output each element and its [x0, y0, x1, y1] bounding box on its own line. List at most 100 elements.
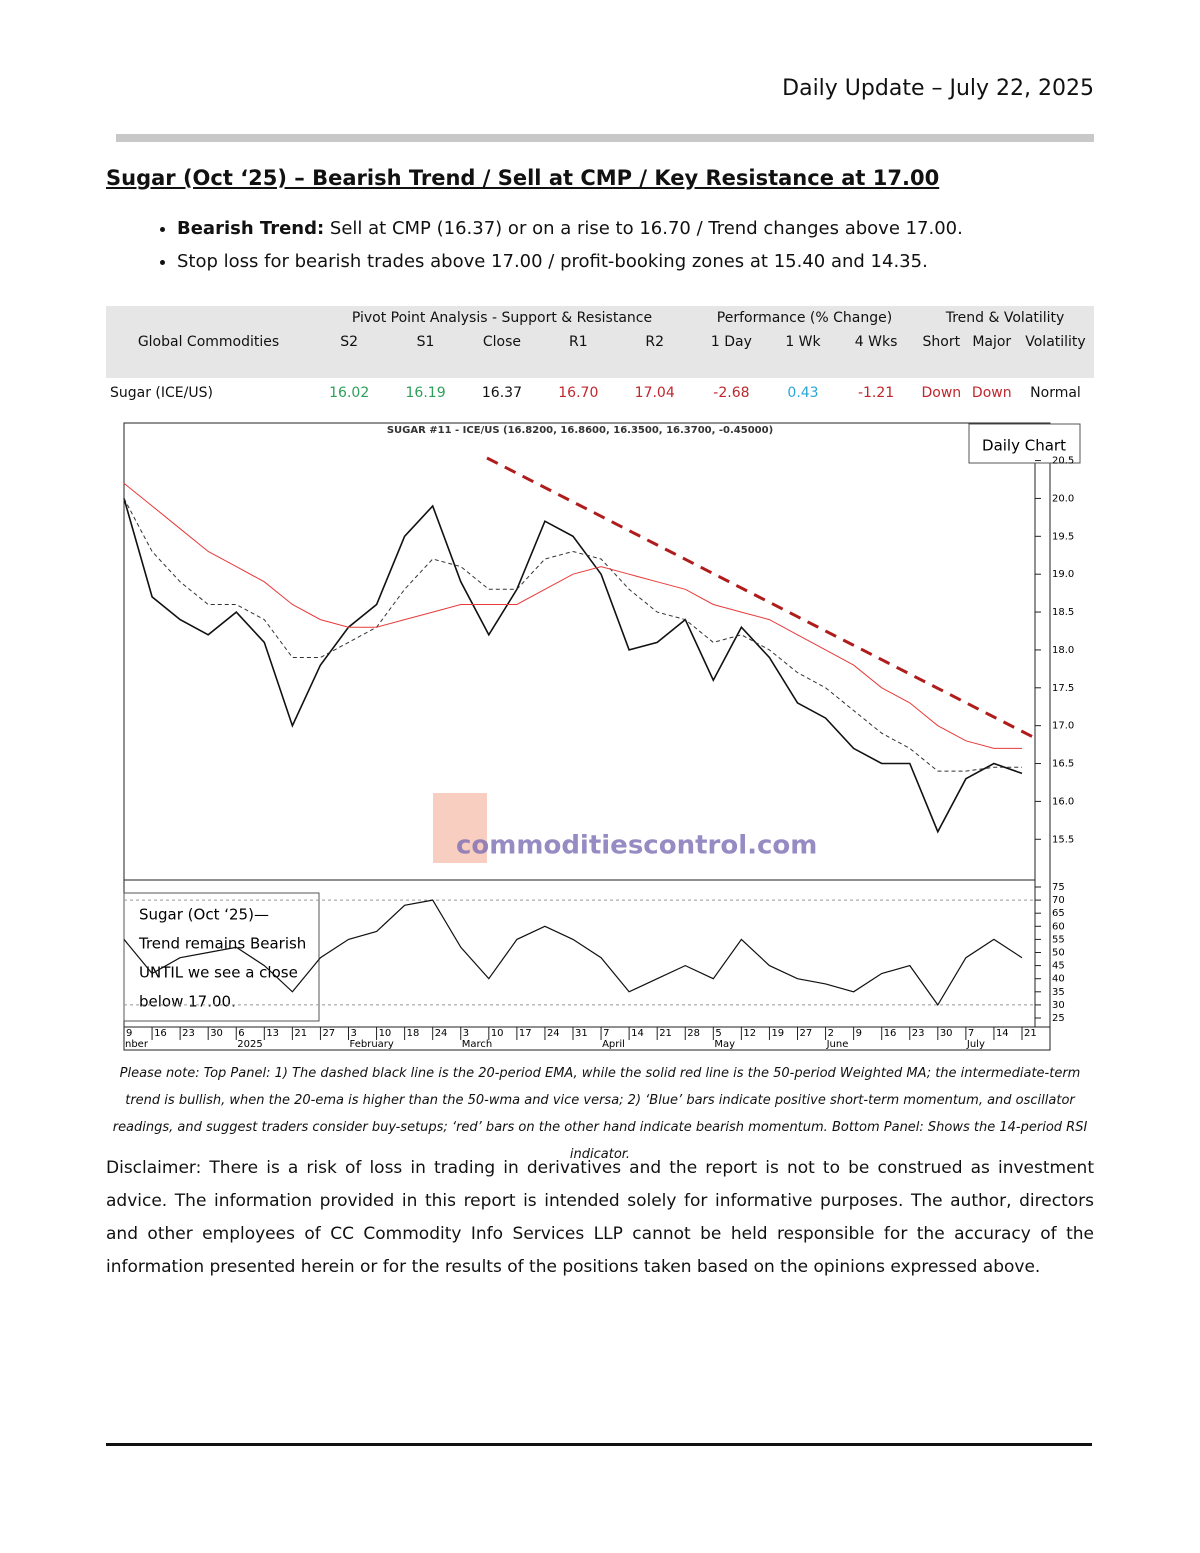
rsi-note: below 17.00. — [139, 993, 236, 1011]
x-tick-label: 3 — [463, 1028, 469, 1039]
y-tick-label: 19.5 — [1052, 531, 1074, 542]
bullet-bold: Bearish Trend: — [177, 218, 325, 239]
annotation-box — [968, 423, 1081, 464]
column-header: Global Commodities — [106, 330, 311, 354]
cell: 16.19 — [405, 385, 446, 401]
column-header: R2 — [616, 330, 693, 354]
chart-note: Please note: Top Panel: 1) The dashed bl… — [112, 1066, 1088, 1162]
group-row: Pivot Point Analysis - Support & Resista… — [106, 306, 1094, 330]
x-tick-label: 5 — [715, 1028, 721, 1039]
bullet-text: Sell at CMP (16.37) or on a rise to 16.7… — [324, 218, 963, 239]
rsi-note: Trend remains Bearish — [138, 935, 306, 953]
x-tick-label: 27 — [800, 1028, 813, 1039]
column-header: S2 — [311, 330, 388, 354]
series-line — [123, 498, 1023, 834]
x-tick-label: 9 — [126, 1028, 132, 1039]
trendline — [486, 456, 1036, 740]
x-tick-label: 7 — [968, 1028, 974, 1039]
x-tick-label: 2 — [828, 1028, 834, 1039]
cell: 17.04 — [634, 385, 675, 401]
x-tick-label: 24 — [547, 1028, 560, 1039]
header-date: Daily Update – July 22, 2025 — [782, 76, 1094, 101]
x-tick-label: 9 — [856, 1028, 862, 1039]
column-header: Close — [463, 330, 541, 354]
y-tick-label: 40 — [1052, 974, 1065, 985]
y-tick-label: 19.0 — [1052, 569, 1074, 580]
header-row: Global Commodities S2 S1 Close R1 R2 1 Day 1 Wk… — [106, 330, 1094, 354]
x-tick-label: 23 — [182, 1028, 195, 1039]
month-label: nber — [125, 1039, 149, 1050]
spacer-row — [106, 354, 1094, 378]
title: Sugar (Oct ‘25) – Bearish Trend / Sell a… — [106, 166, 940, 190]
group-header: Pivot Point Analysis - Support & Resista… — [311, 306, 693, 330]
separator — [116, 134, 1094, 142]
x-tick-label: 16 — [884, 1028, 897, 1039]
bullet-text: Stop loss for bearish trades above 17.00… — [177, 251, 928, 272]
x-tick-label: 27 — [322, 1028, 335, 1039]
column-header: S1 — [387, 330, 464, 354]
x-tick-label: 18 — [407, 1028, 420, 1039]
month-label: April — [602, 1039, 625, 1050]
x-tick-label: 28 — [687, 1028, 700, 1039]
y-tick-label: 45 — [1052, 961, 1065, 972]
pivot-table: Pivot Point Analysis - Support & Resista… — [106, 306, 1094, 408]
month-label: 2025 — [237, 1039, 262, 1050]
y-tick-label: 30 — [1052, 1000, 1065, 1011]
chart-title: SUGAR #11 - ICE/US (16.8200, 16.8600, 16… — [387, 425, 773, 436]
month-label: March — [462, 1039, 492, 1050]
x-tick-label: 30 — [940, 1028, 953, 1039]
y-tick-label: 60 — [1052, 921, 1065, 932]
column-header: 4 Wks — [836, 330, 917, 354]
group-header: Performance (% Change) — [692, 306, 917, 330]
x-tick-label: 21 — [294, 1028, 307, 1039]
group-header — [106, 306, 311, 330]
x-tick-label: 7 — [603, 1028, 609, 1039]
column-header: 1 Day — [692, 330, 770, 354]
x-tick-label: 6 — [238, 1028, 244, 1039]
cell: 16.70 — [558, 385, 599, 401]
y-tick-label: 17.0 — [1052, 721, 1074, 732]
column-header: R1 — [540, 330, 617, 354]
x-tick-label: 14 — [631, 1028, 644, 1039]
x-tick-label: 12 — [743, 1028, 756, 1039]
rsi-note: UNTIL we see a close — [139, 964, 298, 982]
x-tick-label: 24 — [435, 1028, 448, 1039]
cell: Down — [971, 385, 1012, 401]
y-tick-label: 17.5 — [1052, 683, 1074, 694]
x-tick-label: 21 — [659, 1028, 672, 1039]
y-tick-label: 16.0 — [1052, 796, 1074, 807]
series-line — [123, 899, 1023, 1006]
column-header: 1 Wk — [769, 330, 837, 354]
column-header: Major — [966, 330, 1017, 354]
x-tick-label: 10 — [379, 1028, 392, 1039]
y-tick-label: 20.5 — [1052, 456, 1074, 467]
data-row: Sugar (ICE/US) 16.02 16.19 16.37 16.70 17.04 -… — [106, 378, 1094, 408]
cell: -2.68 — [713, 385, 750, 401]
disclaimer: Disclaimer: There is a risk of loss in t… — [106, 1158, 1094, 1277]
x-tick-label: 30 — [210, 1028, 223, 1039]
column-header: Volatility — [1016, 330, 1094, 354]
y-tick-label: 18.0 — [1052, 645, 1074, 656]
watermark: commoditiescontrol.com — [456, 831, 817, 861]
x-tick-label: 17 — [519, 1028, 532, 1039]
cell: Sugar (ICE/US) — [110, 385, 213, 401]
month-label: May — [714, 1039, 735, 1050]
column-header: Short — [916, 330, 967, 354]
y-tick-label: 20.0 — [1052, 493, 1074, 504]
bullets: Bearish Trend: Sell at CMP (16.37) or on… — [140, 218, 963, 284]
watermark-logo — [433, 793, 487, 863]
cell: Down — [921, 385, 962, 401]
y-tick-label: 55 — [1052, 934, 1065, 945]
series-line — [123, 498, 1022, 772]
y-tick-label: 75 — [1052, 882, 1065, 893]
month-label: July — [966, 1039, 985, 1050]
x-tick-label: 19 — [771, 1028, 784, 1039]
x-tick-label: 31 — [575, 1028, 588, 1039]
rsi-note-box — [123, 892, 320, 1022]
cell: 0.43 — [787, 385, 819, 401]
rsi-note: Sugar (Oct ‘25)— — [139, 906, 269, 924]
x-tick-label: 23 — [912, 1028, 925, 1039]
group-header: Trend & Volatility — [916, 306, 1094, 330]
cell: 16.02 — [329, 385, 370, 401]
